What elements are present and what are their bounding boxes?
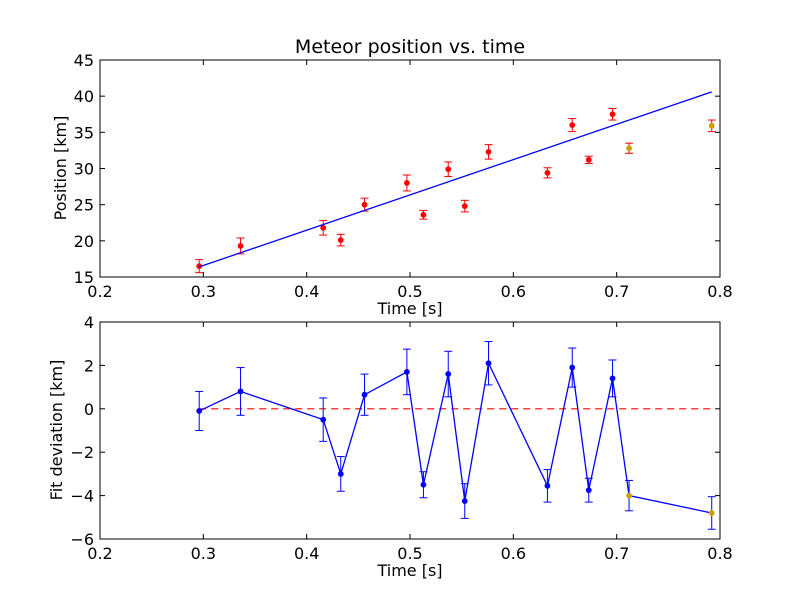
deviation-xtick-label: 0.4 [294, 544, 319, 563]
position-data-point [708, 122, 715, 129]
deviation-chart-ticks: 0.2 0.3 0.4 0.5 0.6 0.7 0.8 −6 −4 −2 0 2 4 [70, 313, 732, 563]
deviation-data-point [445, 371, 452, 377]
position-ytick-label: 40 [74, 87, 94, 106]
position-xtick-label: 0.8 [707, 282, 732, 301]
deviation-data-point [404, 369, 410, 375]
position-ytick-label: 15 [74, 268, 94, 287]
position-xtick-label: 0.3 [191, 282, 216, 301]
deviation-data-point [708, 510, 715, 516]
deviation-ytick-label: 4 [84, 313, 94, 332]
position-data-point [420, 211, 427, 218]
deviation-xtick-label: 0.7 [604, 544, 629, 563]
position-data-point [585, 156, 592, 163]
position-xtick-label: 0.5 [397, 282, 422, 301]
position-data-point [544, 169, 551, 176]
deviation-data-point [626, 492, 632, 499]
position-chart: Meteor position vs. time 0.2 0.3 0.4 0.5 0.6… [51, 36, 733, 318]
deviation-xtick-label: 0.3 [191, 544, 216, 563]
deviation-data-point [461, 498, 468, 504]
deviation-chart-marks [195, 341, 716, 530]
deviation-data-point [320, 416, 327, 423]
deviation-chart-xlabel: Time [s] [376, 561, 442, 580]
position-data-point [320, 224, 327, 231]
deviation-ytick-label: 2 [84, 356, 94, 375]
position-ytick-label: 45 [74, 51, 94, 70]
deviation-data-point [609, 375, 616, 382]
position-chart-title: Meteor position vs. time [295, 36, 525, 58]
position-chart-xlabel: Time [s] [376, 299, 442, 318]
deviation-data-point [337, 471, 344, 477]
deviation-data-point [196, 408, 203, 414]
position-data-point [461, 203, 468, 210]
position-chart-marks [195, 91, 716, 274]
deviation-data-point [361, 391, 368, 398]
position-data-point [626, 145, 632, 152]
deviation-chart-ylabel: Fit deviation [km] [47, 360, 66, 501]
deviation-xtick-label: 0.6 [501, 544, 526, 563]
deviation-xtick-label: 0.5 [397, 544, 422, 563]
position-data-point [361, 201, 368, 208]
deviation-data-point [544, 482, 551, 489]
deviation-ytick-label: −2 [70, 443, 94, 462]
position-fit-line [198, 91, 712, 268]
position-data-point [609, 111, 616, 118]
deviation-xtick-label: 0.8 [707, 544, 732, 563]
position-data-point [485, 148, 492, 155]
deviation-ytick-label: −4 [70, 487, 94, 506]
deviation-ytick-label: 0 [84, 400, 94, 419]
deviation-ytick-label: −6 [70, 530, 94, 549]
deviation-data-point [585, 487, 592, 494]
position-xtick-label: 0.4 [294, 282, 319, 301]
position-xtick-label: 0.2 [87, 282, 112, 301]
position-data-point [404, 180, 410, 186]
position-xtick-label: 0.7 [604, 282, 629, 301]
position-data-point [337, 237, 344, 244]
position-ytick-label: 25 [74, 196, 94, 215]
position-ytick-label: 35 [74, 123, 94, 142]
deviation-data-point [569, 364, 576, 371]
position-chart-ylabel: Position [km] [51, 116, 70, 221]
position-xtick-label: 0.6 [501, 282, 526, 301]
position-data-point [569, 122, 576, 128]
deviation-series-line [198, 361, 712, 514]
deviation-data-point [237, 388, 244, 395]
position-ytick-label: 30 [74, 160, 94, 179]
position-ytick-label: 20 [74, 232, 94, 251]
deviation-data-point [485, 360, 492, 367]
deviation-data-point [420, 481, 427, 488]
position-data-point [445, 166, 452, 173]
position-data-point [237, 242, 244, 249]
position-chart-ticks: 0.2 0.3 0.4 0.5 0.6 0.7 0.8 15 20 25 30 35 40 45 [74, 51, 733, 301]
deviation-xtick-label: 0.2 [87, 544, 112, 563]
